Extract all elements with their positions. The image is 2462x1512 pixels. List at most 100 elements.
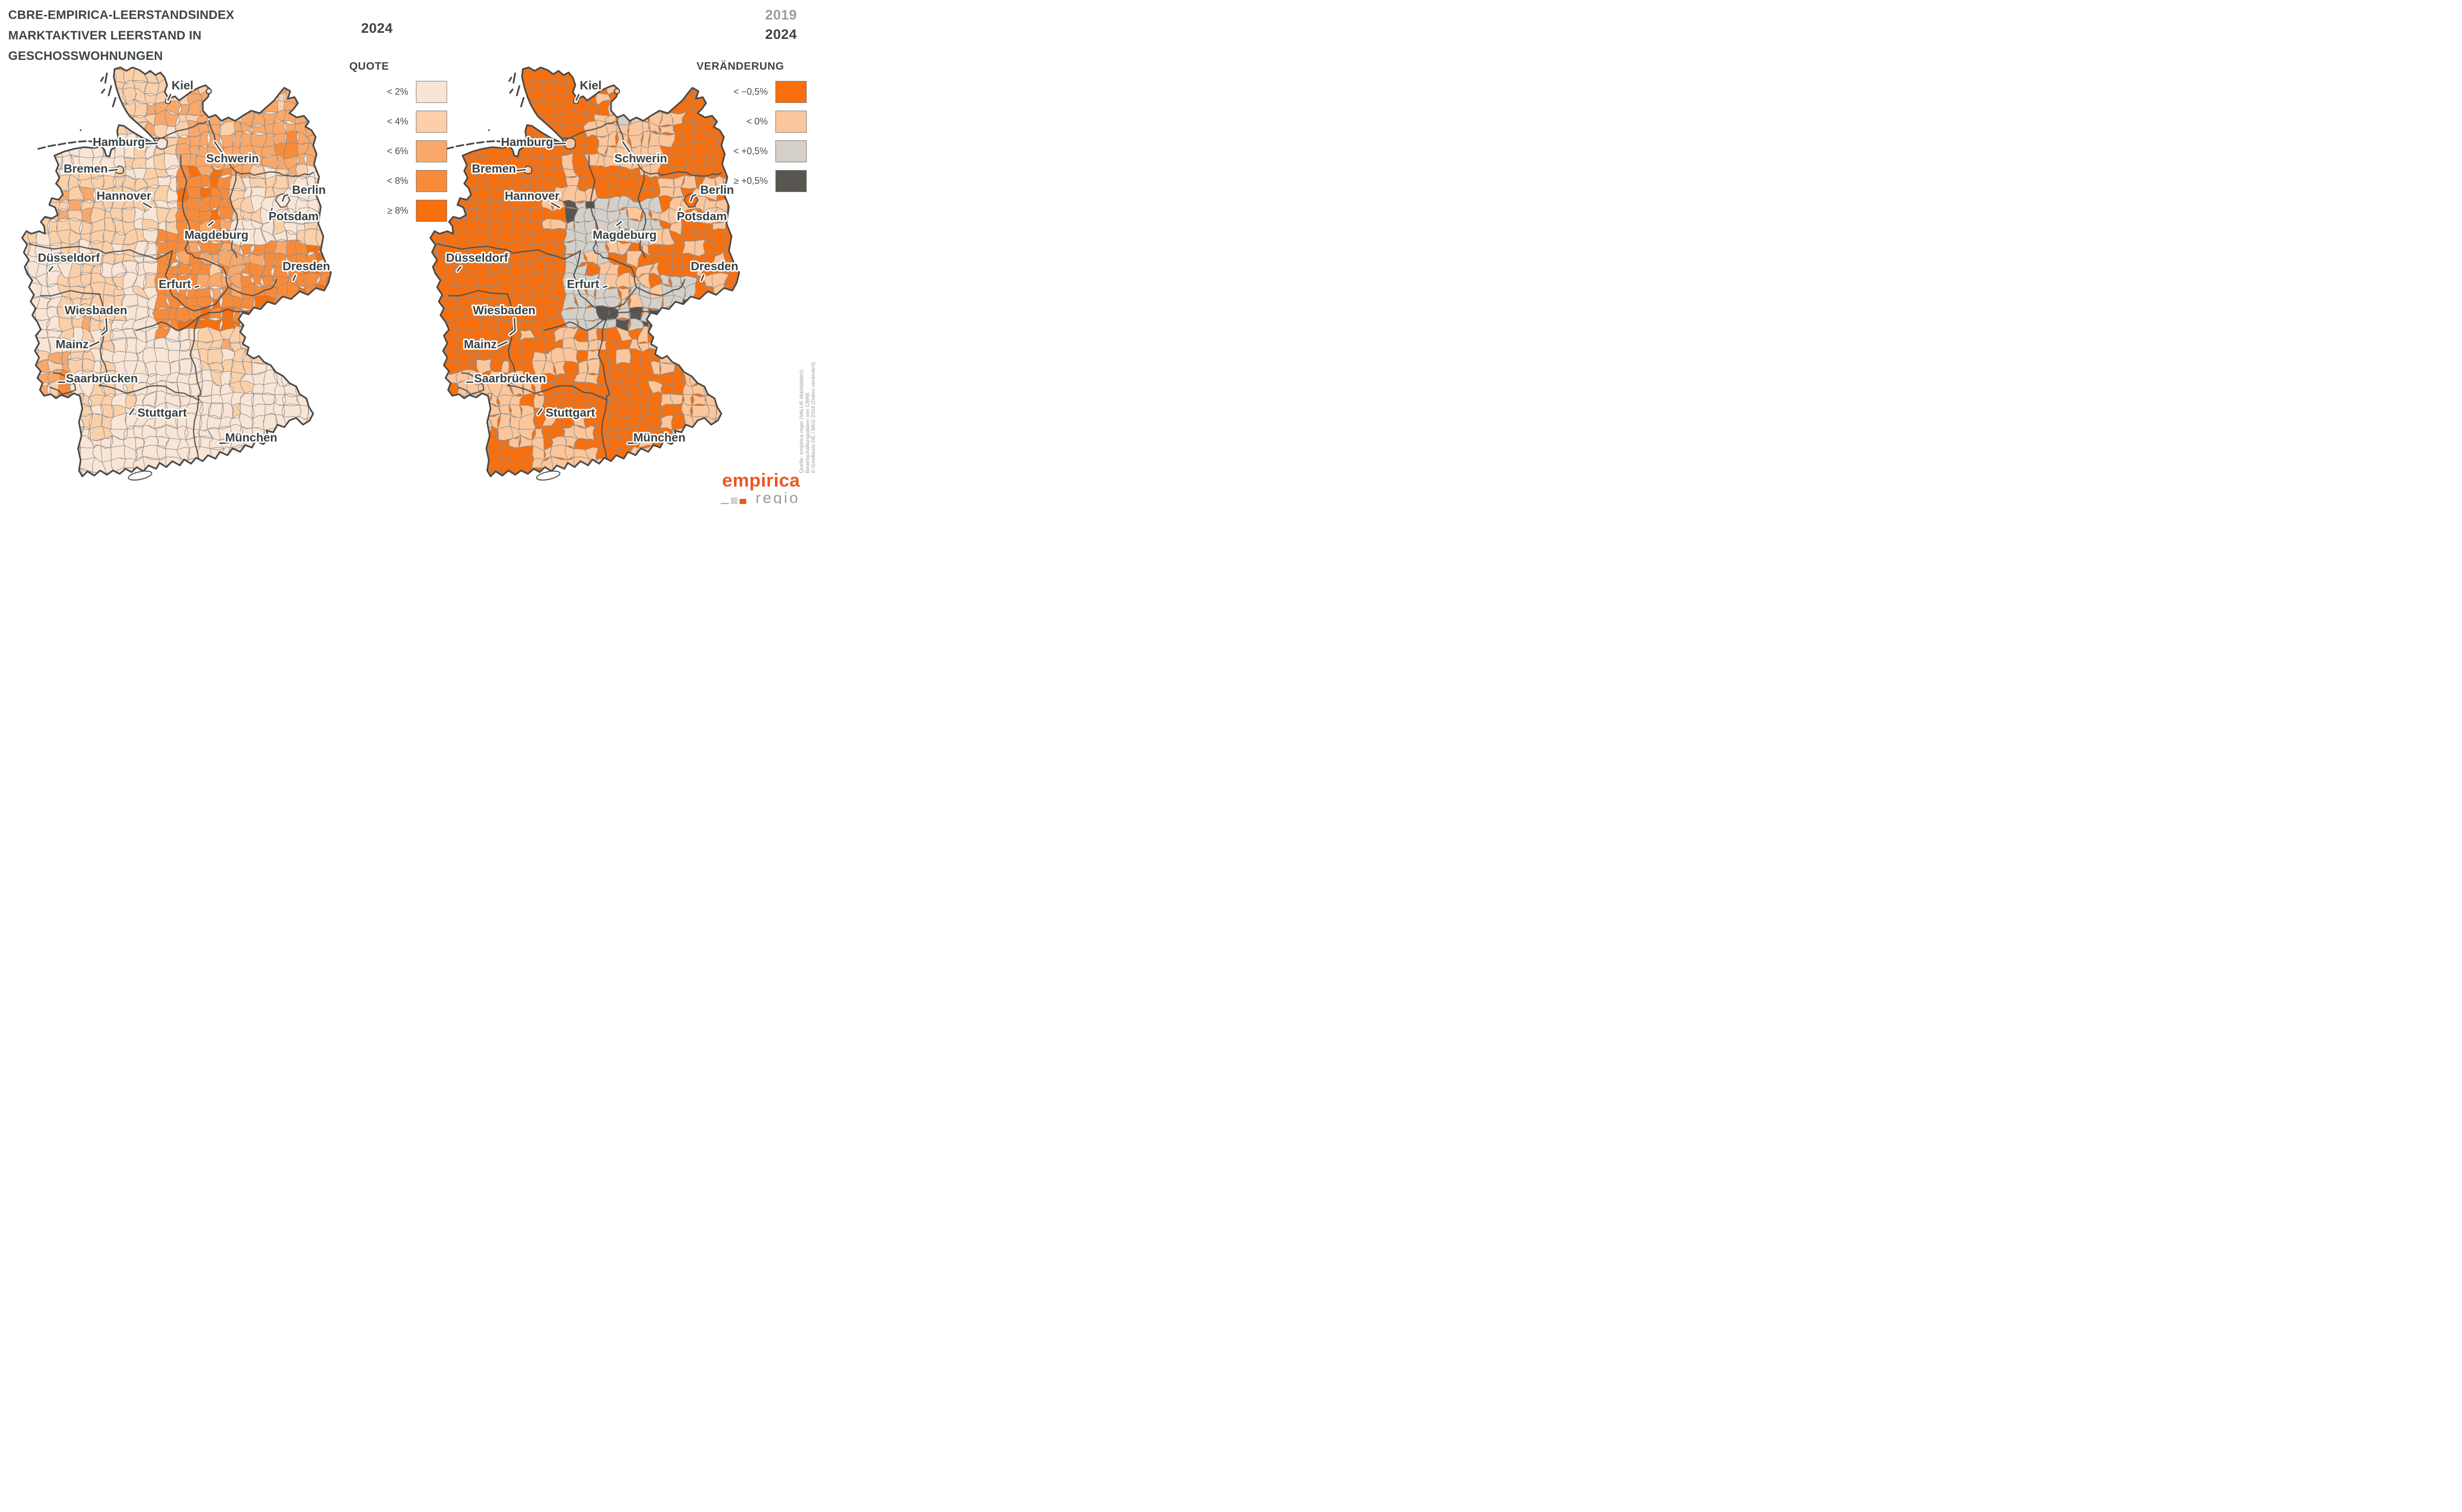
city-label: Magdeburg xyxy=(184,228,248,241)
city-label: Mainz xyxy=(464,338,497,351)
city-label: Dresden xyxy=(283,260,330,273)
legend-item: < 2% xyxy=(338,81,447,103)
city-leader-line xyxy=(167,94,172,101)
city-label: Stuttgart xyxy=(137,406,187,419)
legend-swatch xyxy=(416,81,447,103)
legend-title-veraenderung: VERÄNDERUNG xyxy=(697,60,785,72)
country-outline xyxy=(429,66,740,477)
legend-label: < 8% xyxy=(387,176,408,186)
legend-veraenderung: < −0,5% < 0% < +0,5% ≥ +0,5% xyxy=(698,81,807,200)
city-leader-line xyxy=(268,208,273,217)
city-label: Saarbrücken xyxy=(66,371,138,385)
legend-swatch xyxy=(775,140,807,162)
infographic-canvas: CBRE-EMPIRICA-LEERSTANDSINDEX MARKTAKTIV… xyxy=(0,0,820,504)
city-label: Potsdam xyxy=(677,209,727,223)
city-leader-line xyxy=(214,141,225,157)
legend-swatch xyxy=(416,111,447,133)
city-leader-line xyxy=(101,318,108,335)
city-label: Hamburg xyxy=(501,135,553,149)
city-leader-line xyxy=(552,142,566,145)
legend-swatch xyxy=(416,170,447,192)
legend-item: < −0,5% xyxy=(698,81,807,103)
legend-label: ≥ 8% xyxy=(387,205,408,216)
germany-map-quote: Kiel Hamburg Schwerin Bremen Hannover Berlin P… xyxy=(18,64,334,481)
legend-item: ≥ 8% xyxy=(338,200,447,222)
title-line-2: MARKTAKTIVER LEERSTAND IN xyxy=(8,29,202,43)
city-label: Erfurt xyxy=(567,277,599,290)
germany-map-veraenderung: Kiel Hamburg Schwerin Bremen Hannover Berlin P… xyxy=(427,64,743,481)
logo-squares-icon xyxy=(721,497,747,504)
islands xyxy=(444,71,620,151)
city-labels: Kiel Hamburg Schwerin Bremen Hannover Berlin P… xyxy=(36,77,332,446)
legend-swatch xyxy=(775,111,807,133)
logo-wordmark-empirica: empirica xyxy=(722,470,800,491)
legend-label: < 0% xyxy=(746,116,768,127)
legend-label: < 6% xyxy=(387,146,408,156)
city-label: Bremen xyxy=(472,162,516,175)
city-label: Dresden xyxy=(691,260,739,273)
city-leader-line xyxy=(509,318,516,335)
city-leader-line xyxy=(622,141,633,157)
legend-item: < 4% xyxy=(338,111,447,133)
city-leader-line xyxy=(551,202,560,208)
legend-item: < 8% xyxy=(338,170,447,192)
legend-swatch xyxy=(775,81,807,103)
legend-item: < 6% xyxy=(338,140,447,162)
logo-row: regio xyxy=(697,491,800,504)
city-label: Erfurt xyxy=(159,277,191,290)
legend-quote: < 2% < 4% < 6% < 8% ≥ 8% xyxy=(338,81,447,229)
city-leader-line xyxy=(514,169,527,172)
city-label: München xyxy=(634,431,686,444)
legend-title-quote: QUOTE xyxy=(349,60,389,72)
city-leader-line xyxy=(456,266,462,272)
city-label: Schwerin xyxy=(206,152,259,165)
page-title: CBRE-EMPIRICA-LEERSTANDSINDEX MARKTAKTIV… xyxy=(8,5,234,67)
country-outline xyxy=(21,66,332,477)
city-label: Magdeburg xyxy=(593,228,657,241)
city-leader-line xyxy=(282,194,289,202)
source-line-1: Quelle: empirica regio (VALUE Marktdaten… xyxy=(798,368,805,473)
city-label: Saarbrücken xyxy=(474,371,546,385)
logo-wordmark-regio: regio xyxy=(755,490,800,505)
city-leader-line xyxy=(292,275,297,281)
legend-label: < −0,5% xyxy=(733,87,768,97)
lake-constance xyxy=(536,470,561,481)
city-leader-line xyxy=(701,275,705,281)
source-line-3: © GeoBasis-DE / BKG 2024 (Daten veränder… xyxy=(810,362,816,473)
city-leader-line xyxy=(194,285,200,288)
legend-label: < 4% xyxy=(387,116,408,127)
map-quote-2024: Kiel Hamburg Schwerin Bremen Hannover Berlin P… xyxy=(17,59,340,492)
map-veraenderung-2019-2024: Kiel Hamburg Schwerin Bremen Hannover Berlin P… xyxy=(425,59,748,492)
legend-label: < 2% xyxy=(387,87,408,97)
city-leader-line xyxy=(219,442,229,444)
right-map-year: 2024 xyxy=(765,27,797,42)
city-leader-line xyxy=(88,341,100,348)
source-attribution: Quelle: empirica regio (VALUE Marktdaten… xyxy=(798,309,816,473)
legend-label: < +0,5% xyxy=(733,146,768,156)
title-line-3: GESCHOSSWOHNUNGEN xyxy=(8,49,163,63)
city-leader-line xyxy=(627,442,638,444)
city-leader-line xyxy=(144,142,158,145)
city-leader-line xyxy=(142,202,152,208)
city-label: Bremen xyxy=(64,162,108,175)
city-label: Düsseldorf xyxy=(446,251,508,264)
city-label: Düsseldorf xyxy=(38,251,100,264)
title-line-1: CBRE-EMPIRICA-LEERSTANDSINDEX xyxy=(8,8,235,22)
city-label: Kiel xyxy=(580,79,602,92)
city-leader-line xyxy=(208,221,214,226)
city-label: Mainz xyxy=(56,338,89,351)
city-label: Stuttgart xyxy=(545,406,595,419)
city-labels: Kiel Hamburg Schwerin Bremen Hannover Berlin P… xyxy=(445,77,740,446)
city-leader-line xyxy=(616,221,622,226)
legend-swatch xyxy=(416,140,447,162)
city-label: Hannover xyxy=(96,189,151,202)
city-leader-line xyxy=(496,341,508,348)
legend-item: < +0,5% xyxy=(698,140,807,162)
legend-swatch xyxy=(775,170,807,192)
city-leader-line xyxy=(106,169,118,172)
city-label: München xyxy=(225,431,278,444)
city-label: Potsdam xyxy=(268,209,319,223)
legend-swatch xyxy=(416,200,447,222)
left-map-year: 2024 xyxy=(361,20,393,36)
city-label: Wiesbaden xyxy=(65,304,127,317)
